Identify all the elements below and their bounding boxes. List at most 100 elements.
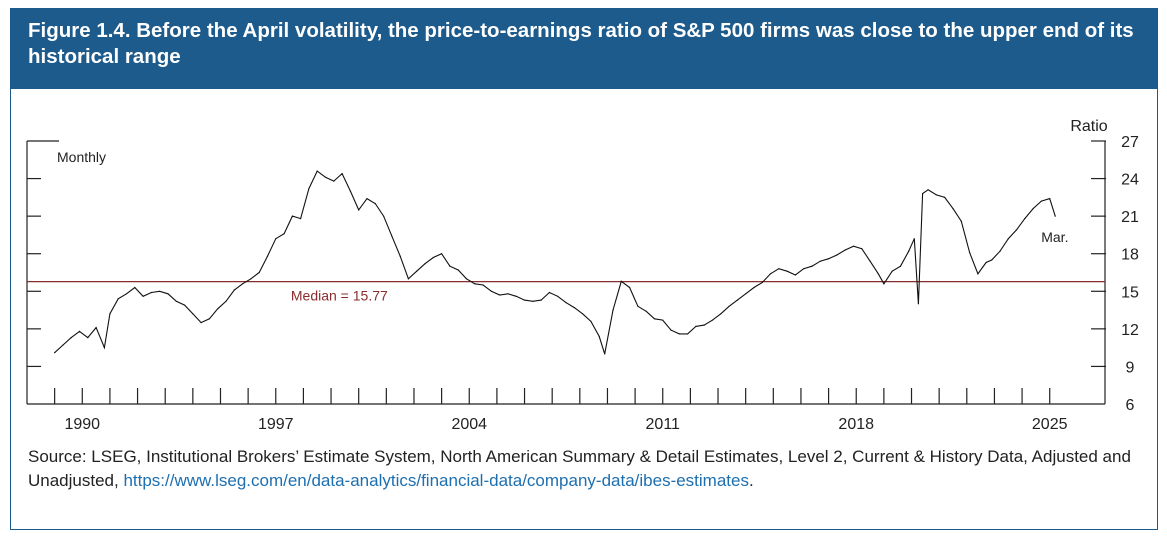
y-tick-label: 24 bbox=[1121, 172, 1139, 189]
data-point bbox=[844, 249, 846, 251]
data-point bbox=[457, 269, 459, 271]
x-tick-label: 2025 bbox=[1032, 416, 1068, 433]
y-tick-label: 18 bbox=[1121, 247, 1139, 264]
data-point bbox=[861, 248, 863, 250]
data-point bbox=[637, 305, 639, 307]
data-point bbox=[62, 344, 64, 346]
data-point bbox=[490, 290, 492, 292]
data-point bbox=[819, 260, 821, 262]
x-tick-label: 2018 bbox=[838, 416, 874, 433]
data-point bbox=[117, 298, 119, 300]
data-point bbox=[899, 265, 902, 267]
data-point bbox=[991, 259, 993, 261]
data-point bbox=[441, 253, 443, 255]
data-point bbox=[985, 261, 987, 264]
data-point bbox=[960, 220, 962, 222]
x-tick-label: 1997 bbox=[258, 416, 294, 433]
y-tick-label: 21 bbox=[1121, 209, 1139, 226]
data-point bbox=[703, 324, 705, 326]
x-tick-label: 2004 bbox=[451, 416, 487, 433]
data-points bbox=[54, 170, 1056, 355]
data-point bbox=[1007, 238, 1009, 240]
chart: 6 9 12 15 18 21 24 27 1990 1997 2004 2011 2018 2025 M… bbox=[26, 118, 1139, 433]
source-link[interactable]: https://www.lseg.com/en/data-analytics/f… bbox=[123, 471, 749, 490]
data-point bbox=[670, 329, 672, 331]
data-point bbox=[142, 295, 144, 297]
data-point bbox=[465, 278, 468, 280]
data-point bbox=[969, 251, 971, 254]
data-point bbox=[720, 313, 722, 315]
data-point bbox=[300, 218, 302, 220]
data-point bbox=[999, 250, 1001, 252]
data-point bbox=[852, 245, 855, 247]
data-point bbox=[217, 308, 219, 310]
data-point bbox=[258, 271, 260, 274]
data-point bbox=[95, 327, 97, 329]
source-text: Source: LSEG, Institutional Brokers’ Est… bbox=[28, 447, 1131, 490]
data-point bbox=[977, 273, 979, 275]
data-point bbox=[70, 337, 72, 339]
data-point bbox=[612, 309, 614, 311]
data-point bbox=[736, 299, 739, 301]
data-point bbox=[449, 265, 451, 267]
figure-frame: Figure 1.4. Before the April volatility,… bbox=[10, 8, 1158, 530]
data-point bbox=[922, 193, 924, 195]
data-point bbox=[474, 283, 476, 285]
data-point bbox=[200, 322, 202, 324]
data-point bbox=[557, 295, 559, 297]
data-point bbox=[778, 268, 780, 270]
data-point bbox=[1040, 200, 1042, 202]
data-point bbox=[803, 268, 805, 270]
data-point bbox=[358, 209, 360, 211]
data-point bbox=[629, 286, 631, 289]
data-point bbox=[565, 302, 567, 304]
chart-axes: 6 9 12 15 18 21 24 27 1990 1997 2004 2011 2018 2025 bbox=[26, 134, 1139, 433]
data-point bbox=[167, 293, 169, 295]
source-end: . bbox=[748, 471, 754, 490]
data-point bbox=[103, 347, 105, 349]
data-point bbox=[134, 286, 136, 289]
data-point bbox=[233, 289, 235, 291]
y-tick-label: 27 bbox=[1121, 134, 1139, 151]
frequency-label: Monthly bbox=[57, 149, 106, 165]
data-point bbox=[877, 273, 879, 275]
end-annotation: Mar. bbox=[1041, 229, 1068, 245]
data-point bbox=[532, 300, 534, 302]
data-point bbox=[1049, 198, 1051, 200]
data-point bbox=[374, 203, 376, 205]
x-tick-label: 1990 bbox=[64, 416, 100, 433]
data-point bbox=[745, 293, 747, 295]
data-point bbox=[917, 303, 920, 305]
data-point bbox=[908, 250, 910, 252]
data-point bbox=[242, 283, 244, 285]
data-point bbox=[645, 310, 647, 312]
data-point bbox=[604, 353, 606, 355]
data-point bbox=[499, 294, 501, 296]
data-point bbox=[1032, 208, 1034, 210]
data-point bbox=[836, 254, 838, 256]
data-point bbox=[366, 198, 368, 200]
y-axis-label: Ratio bbox=[1070, 118, 1107, 135]
data-point bbox=[275, 238, 277, 240]
data-point bbox=[399, 255, 401, 257]
data-point bbox=[540, 299, 542, 301]
source-note: Source: LSEG, Institutional Brokers’ Est… bbox=[28, 445, 1148, 493]
data-point bbox=[913, 238, 915, 240]
data-point bbox=[653, 318, 656, 320]
data-point bbox=[598, 335, 600, 337]
data-point bbox=[687, 333, 689, 335]
data-point bbox=[192, 313, 194, 315]
y-tick-label: 15 bbox=[1121, 284, 1139, 301]
data-point bbox=[125, 293, 128, 295]
data-point bbox=[54, 352, 56, 354]
data-point bbox=[482, 284, 484, 286]
y-tick-label: 9 bbox=[1126, 359, 1135, 376]
data-point bbox=[250, 278, 252, 280]
data-point bbox=[308, 188, 310, 190]
data-point bbox=[341, 173, 343, 175]
data-point bbox=[78, 330, 81, 332]
data-point bbox=[590, 320, 592, 322]
data-point bbox=[523, 299, 526, 301]
data-point bbox=[1024, 218, 1026, 220]
data-point bbox=[150, 291, 152, 294]
